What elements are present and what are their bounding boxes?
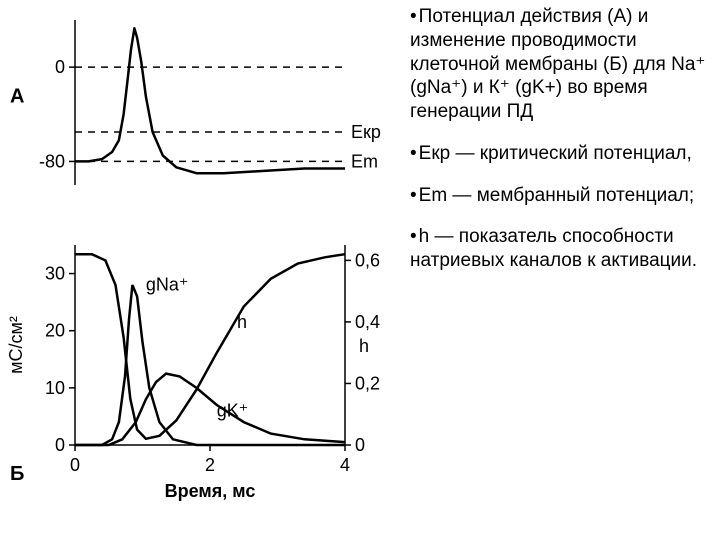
svg-text:Em: Em [351, 151, 378, 171]
svg-text:-80: -80 [39, 151, 65, 171]
svg-text:0,4: 0,4 [355, 312, 380, 332]
caption-block: Потенциал действия (А) и изменение прово… [410, 5, 710, 291]
svg-text:4: 4 [340, 455, 350, 475]
svg-text:h: h [237, 312, 247, 332]
figure-svg: 0 -80 Eкр Em А 0 10 20 30 мС/см² 0 0,2 0,4 0,6 h 0 2 4 Вре… [0, 0, 400, 540]
svg-text:А: А [10, 86, 24, 108]
svg-text:10: 10 [45, 378, 65, 398]
caption-main: Потенциал действия (А) и изменение прово… [410, 5, 710, 124]
svg-text:30: 30 [45, 264, 65, 284]
svg-text:0: 0 [70, 455, 80, 475]
svg-text:gK⁺: gK⁺ [217, 400, 249, 420]
svg-text:Время, мс: Время, мс [165, 481, 256, 501]
svg-text:2: 2 [205, 455, 215, 475]
svg-text:Б: Б [10, 463, 24, 485]
svg-text:0,6: 0,6 [355, 250, 380, 270]
svg-text:h: h [359, 336, 369, 356]
svg-text:Eкр: Eкр [351, 122, 381, 142]
svg-text:0: 0 [55, 57, 65, 77]
caption-h: h — показатель способности натриевых кан… [410, 225, 710, 273]
svg-text:20: 20 [45, 321, 65, 341]
figure-container: 0 -80 Eкр Em А 0 10 20 30 мС/см² 0 0,2 0,4 0,6 h 0 2 4 Вре… [0, 0, 400, 540]
svg-text:0,2: 0,2 [355, 373, 380, 393]
caption-ekr: Екр — критический потенциал, [410, 142, 710, 166]
svg-text:gNa⁺: gNa⁺ [146, 275, 189, 295]
svg-text:0: 0 [55, 435, 65, 455]
caption-em: Em — мембранный потенциал; [410, 184, 710, 208]
svg-text:0: 0 [355, 435, 365, 455]
svg-text:мС/см²: мС/см² [6, 316, 26, 374]
